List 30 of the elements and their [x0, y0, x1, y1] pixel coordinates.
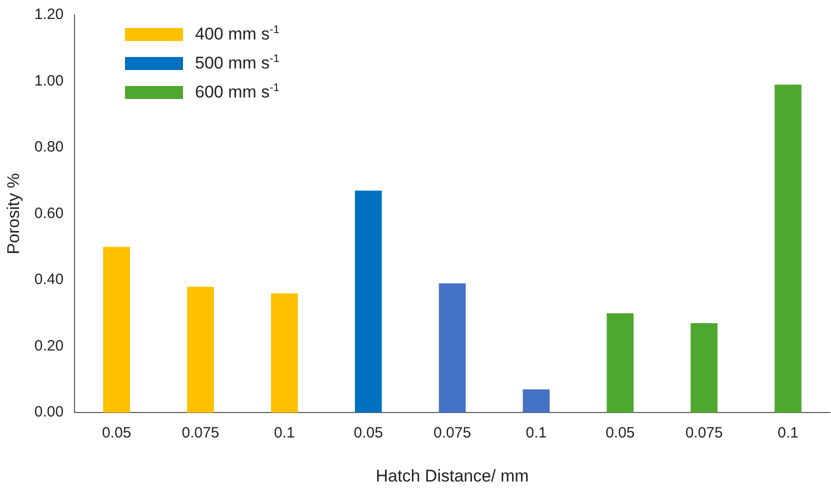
- bar: [522, 389, 550, 413]
- bar: [187, 286, 214, 413]
- bar: [271, 293, 298, 413]
- y-tick-label: 1.20: [34, 6, 64, 24]
- x-tick-label: 0.1: [274, 424, 295, 442]
- x-tick-label: 0.1: [778, 424, 798, 442]
- x-tick-label: 0.05: [102, 424, 132, 442]
- legend-label: 500 mm s$^{-1}$: [195, 53, 280, 74]
- y-tick-label: 0.40: [34, 271, 64, 288]
- legend-label: 400 mm s$^{-1}$: [195, 24, 280, 45]
- bar: [606, 313, 634, 413]
- y-axis-title: Porosity %: [4, 173, 23, 254]
- bar: [438, 283, 466, 413]
- y-tick-label: 0.00: [34, 404, 64, 421]
- y-tick-label: 0.60: [34, 204, 64, 222]
- legend-label: 600 mm s$^{-1}$: [195, 82, 280, 103]
- y-tick-label: 1.00: [34, 72, 64, 90]
- bar: [774, 84, 802, 413]
- x-tick-label: 0.075: [182, 424, 220, 442]
- bar: [103, 246, 130, 413]
- x-tick-label: 0.1: [526, 424, 547, 442]
- x-axis-title: Hatch Distance/ mm: [376, 466, 529, 486]
- x-tick-label: 0.05: [354, 424, 383, 442]
- x-tick-label: 0.05: [606, 424, 635, 442]
- bar: [354, 190, 382, 413]
- bar: [690, 323, 718, 413]
- x-tick-label: 0.075: [685, 424, 723, 442]
- x-tick-label: 0.075: [434, 424, 472, 442]
- y-tick-label: 0.80: [34, 138, 64, 156]
- y-tick-label: 0.20: [34, 337, 64, 354]
